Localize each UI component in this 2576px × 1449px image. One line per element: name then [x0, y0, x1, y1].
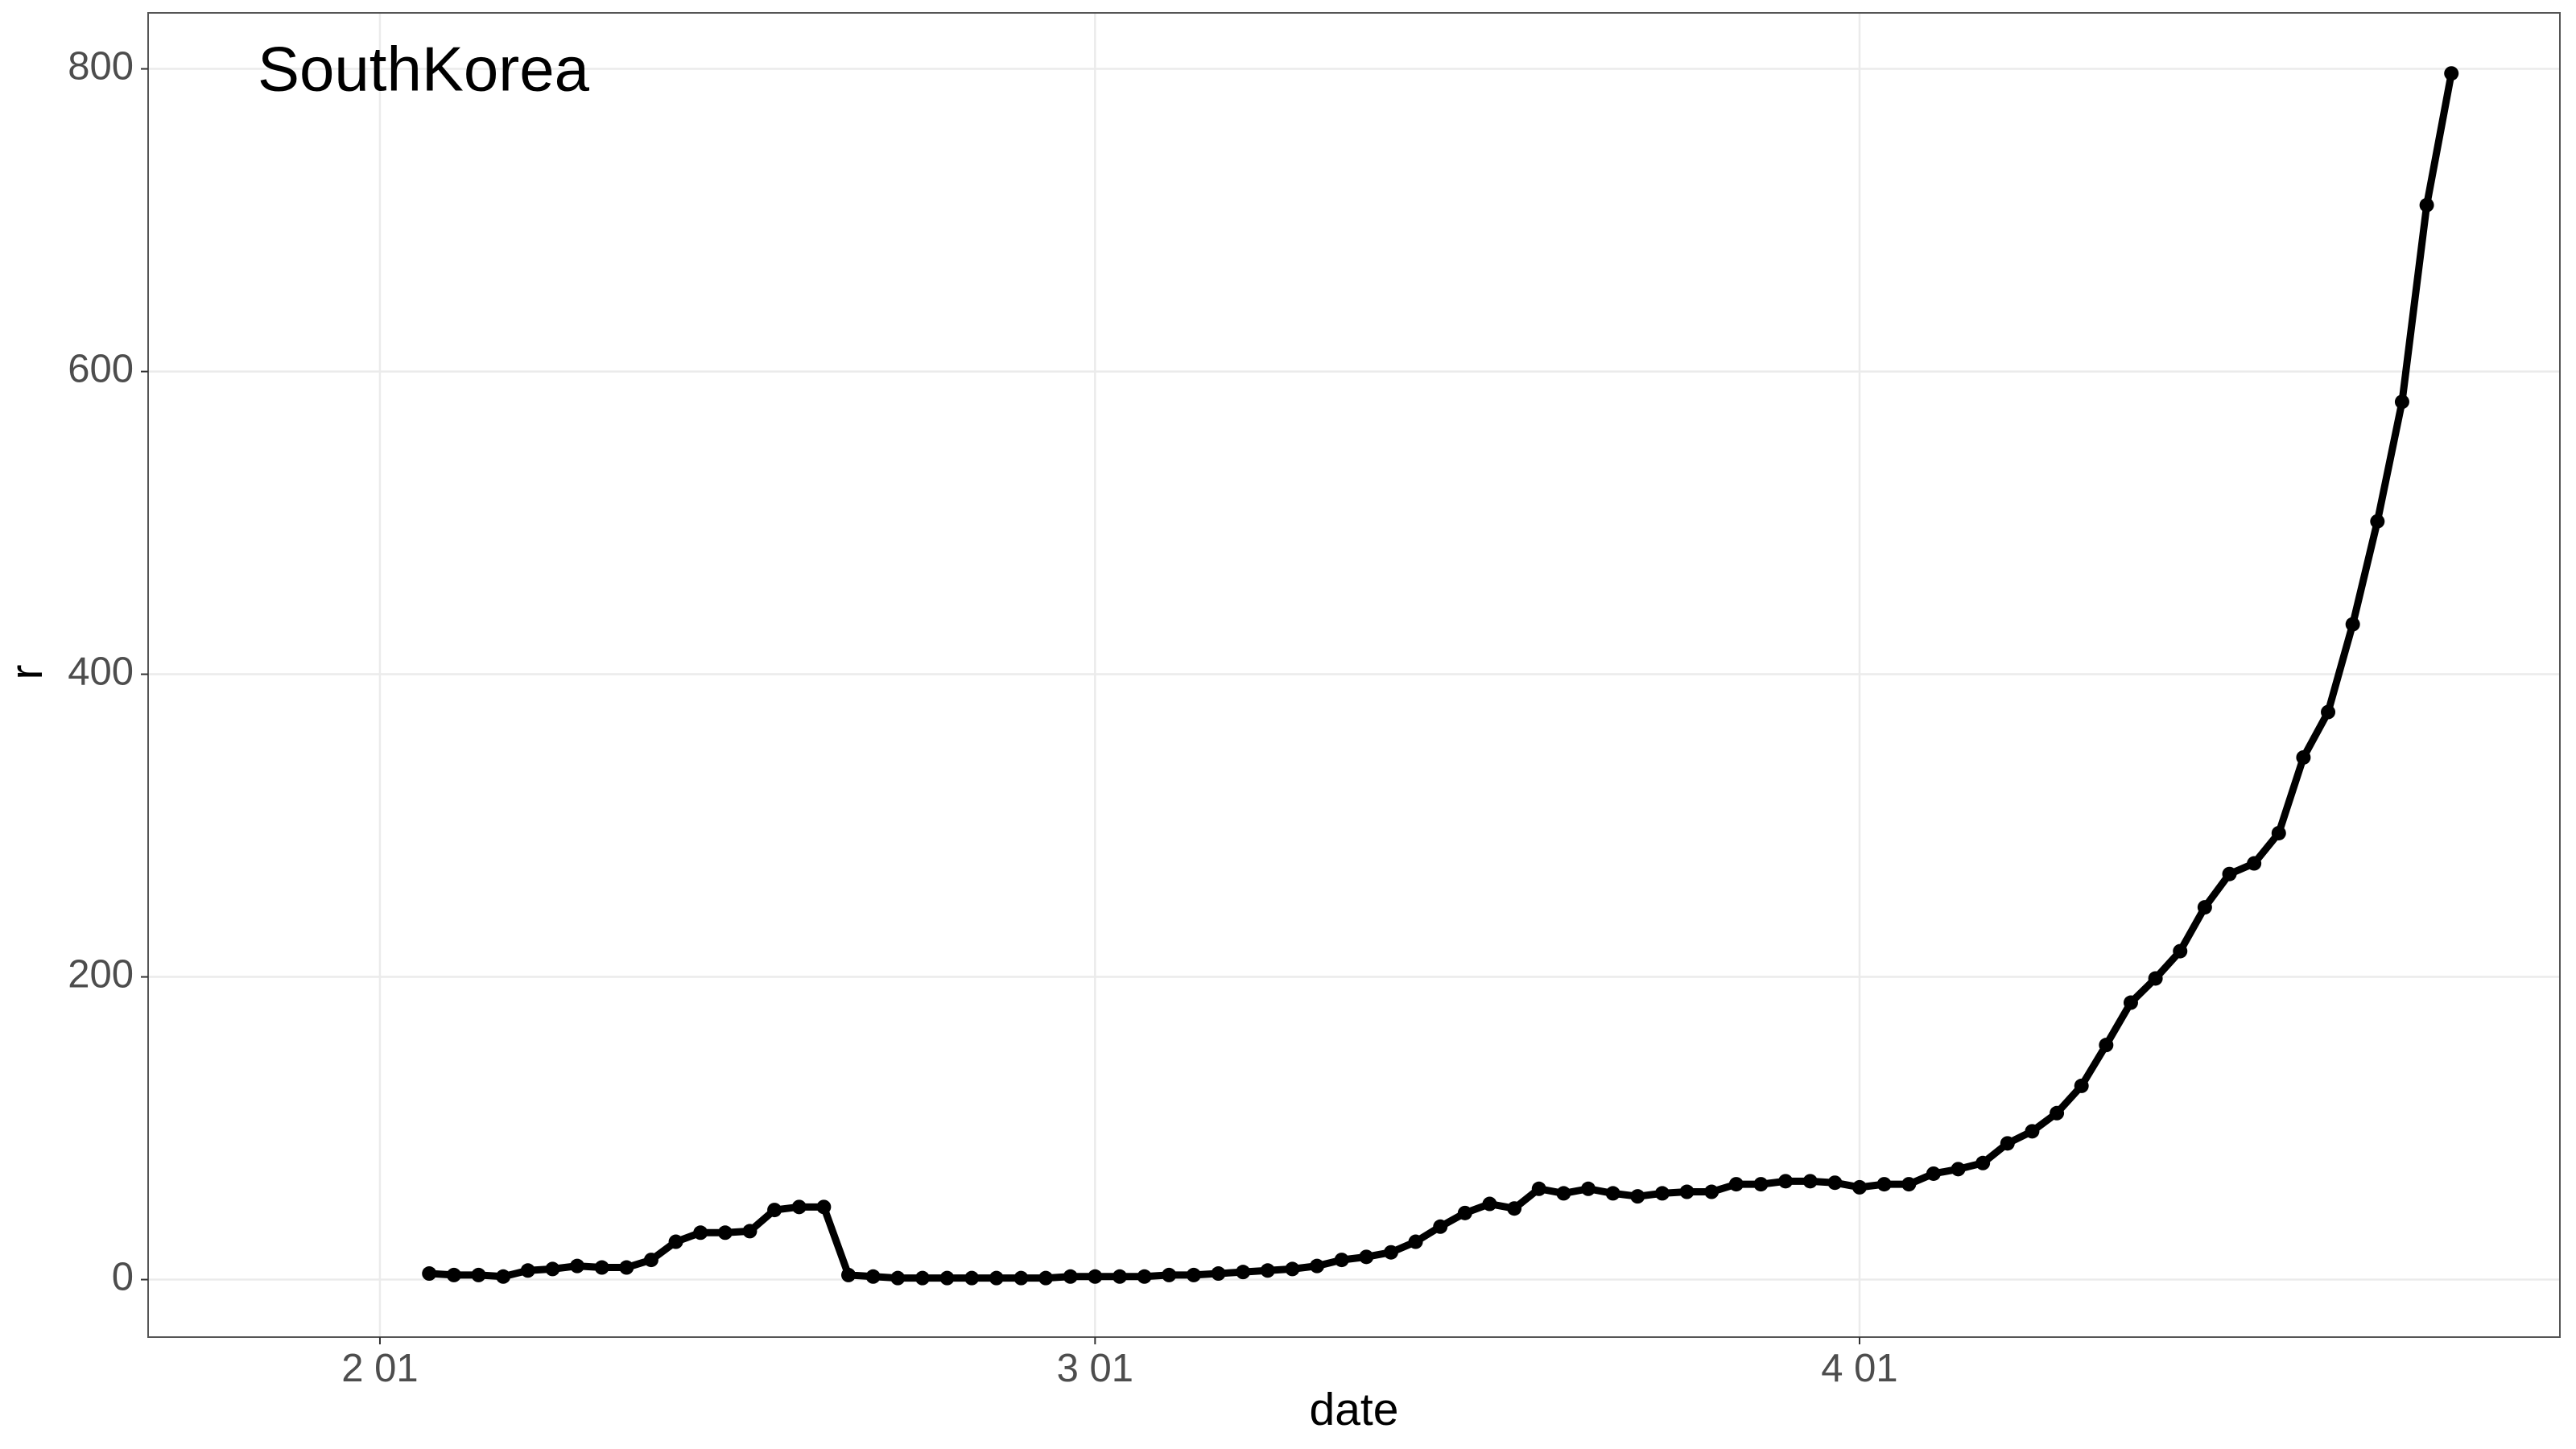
point [1630, 1189, 1645, 1204]
y-tick-label: 200 [68, 952, 134, 996]
point [1482, 1196, 1497, 1212]
point [422, 1266, 437, 1282]
point [1112, 1269, 1127, 1284]
point [2394, 394, 2409, 410]
point [2321, 704, 2336, 720]
point [1359, 1249, 1374, 1265]
point [2222, 866, 2237, 881]
point [1753, 1177, 1769, 1192]
point [1951, 1162, 1966, 1177]
y-tick-label: 400 [68, 650, 134, 693]
point [1556, 1186, 1571, 1201]
point [742, 1224, 758, 1239]
point [1827, 1175, 1843, 1191]
point [570, 1258, 585, 1274]
point [791, 1199, 807, 1215]
y-tick-label: 600 [68, 347, 134, 390]
point [1778, 1174, 1794, 1189]
point [2173, 943, 2188, 959]
point [964, 1270, 980, 1286]
point [1236, 1265, 1251, 1280]
point [1876, 1177, 1892, 1192]
point [1926, 1166, 1941, 1181]
x-tick-label: 3 01 [1057, 1347, 1133, 1390]
y-tick-label: 800 [68, 44, 134, 88]
point [1310, 1258, 1325, 1274]
point [1679, 1184, 1695, 1199]
point [643, 1253, 658, 1268]
point [1137, 1269, 1152, 1284]
point [1802, 1174, 1818, 1189]
point [1507, 1201, 1522, 1216]
point [865, 1269, 881, 1284]
point [841, 1267, 857, 1282]
point [1433, 1219, 1448, 1234]
point [2050, 1105, 2065, 1121]
point [545, 1261, 560, 1277]
point [717, 1225, 733, 1241]
point [496, 1269, 511, 1284]
point [2074, 1078, 2089, 1093]
point [1704, 1184, 1719, 1199]
point [890, 1270, 906, 1286]
y-axis-title: r [1, 664, 52, 679]
point [2099, 1038, 2114, 1053]
point [1285, 1261, 1300, 1277]
point [1162, 1267, 1177, 1282]
point [446, 1267, 461, 1282]
point [1383, 1245, 1398, 1260]
y-tick-label: 0 [112, 1255, 134, 1298]
point [2000, 1136, 2015, 1151]
x-axis-title: date [1310, 1384, 1399, 1435]
grid [148, 13, 2560, 1337]
point [2444, 66, 2459, 81]
point [1728, 1177, 1744, 1192]
point [1408, 1234, 1423, 1249]
point [1186, 1267, 1201, 1282]
point [520, 1263, 535, 1278]
point [2247, 856, 2262, 871]
point [1901, 1177, 1917, 1192]
point [939, 1270, 955, 1286]
point [1581, 1181, 1596, 1196]
point [2370, 514, 2385, 529]
point [2271, 825, 2286, 840]
point [1654, 1186, 1670, 1201]
annotation: SouthKorea [258, 34, 590, 105]
point [1063, 1269, 1078, 1284]
point [1334, 1253, 1349, 1268]
point [1260, 1263, 1275, 1278]
point [668, 1234, 683, 1249]
point [1605, 1186, 1620, 1201]
point [1013, 1270, 1029, 1286]
point [914, 1270, 930, 1286]
point [2123, 995, 2138, 1010]
x-tick-label: 4 01 [1821, 1347, 1897, 1390]
point [619, 1260, 634, 1275]
point [2025, 1124, 2040, 1139]
point [1038, 1270, 1054, 1286]
x-tick-label: 2 01 [341, 1347, 418, 1390]
point [1088, 1269, 1103, 1284]
point [1975, 1155, 1991, 1170]
point [693, 1225, 708, 1241]
point [2148, 971, 2163, 986]
point [1457, 1205, 1472, 1220]
point [2296, 749, 2311, 765]
point [2197, 900, 2212, 915]
point [1852, 1179, 1867, 1195]
point [1531, 1181, 1546, 1196]
point [2419, 197, 2434, 213]
point [2345, 617, 2360, 632]
point [594, 1260, 609, 1275]
point [767, 1203, 782, 1218]
point [471, 1267, 486, 1282]
point [816, 1199, 832, 1215]
point [989, 1270, 1004, 1286]
plot-area [422, 66, 2459, 1286]
point [1211, 1266, 1226, 1282]
